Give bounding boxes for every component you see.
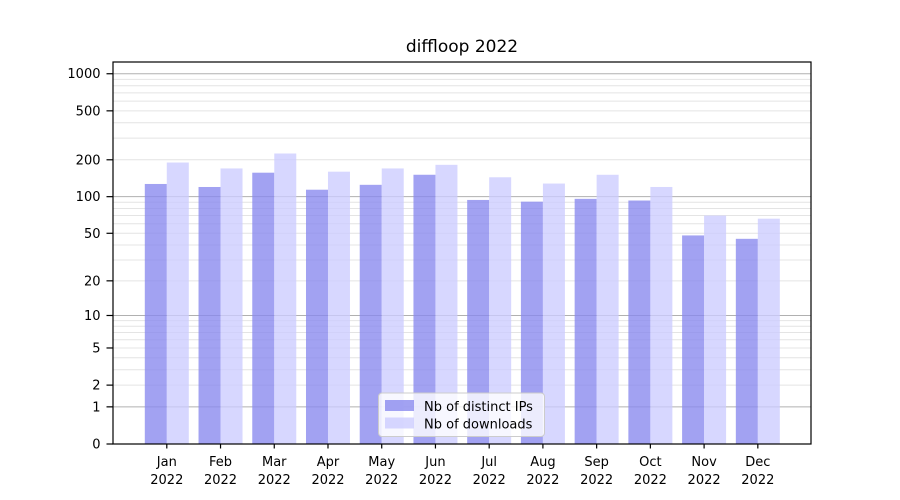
y-tick-label-200: 200 bbox=[76, 153, 101, 168]
bar-downloads-mar bbox=[274, 153, 297, 444]
bar-downloads-sep bbox=[596, 174, 619, 444]
y-tick-label-100: 100 bbox=[76, 190, 101, 205]
bar-distinct-ips-nov bbox=[682, 235, 705, 444]
y-tick-label-1: 1 bbox=[92, 400, 100, 415]
y-tick-label-2: 2 bbox=[92, 379, 100, 394]
bar-distinct-ips-mar bbox=[252, 172, 275, 444]
bar-distinct-ips-sep bbox=[574, 198, 597, 444]
axis-tick-labels: 0 1 2 5 10 20 50 100 200 500 1000 Jan 2022 Feb 2022 Mar… bbox=[67, 67, 774, 488]
bar-distinct-ips-jul bbox=[467, 199, 490, 444]
x-tick-label-month-dec: Dec bbox=[745, 455, 770, 470]
x-tick-label-month-feb: Feb bbox=[209, 455, 232, 470]
bar-downloads-apr bbox=[327, 171, 350, 445]
y-tick-label-10: 10 bbox=[84, 309, 101, 324]
x-tick-label-year-apr: 2022 bbox=[311, 473, 344, 488]
x-tick-label-month-jun: Jun bbox=[424, 455, 445, 470]
bar-downloads-jul bbox=[489, 177, 512, 445]
x-tick-label-year-may: 2022 bbox=[365, 473, 398, 488]
x-tick-label-month-nov: Nov bbox=[691, 455, 717, 470]
bar-downloads-dec bbox=[757, 218, 780, 444]
plot-border bbox=[112, 61, 812, 445]
x-tick-label-year-oct: 2022 bbox=[634, 473, 667, 488]
legend-label-downloads: Nb of downloads bbox=[424, 418, 533, 433]
x-tick-label-month-aug: Aug bbox=[530, 455, 555, 470]
bar-distinct-ips-aug bbox=[520, 201, 543, 444]
bar-distinct-ips-jan bbox=[144, 183, 167, 445]
bar-downloads-aug bbox=[542, 183, 565, 444]
bar-distinct-ips-oct bbox=[628, 200, 651, 444]
bar-downloads-oct bbox=[650, 186, 673, 444]
legend-swatch-distinct-ips bbox=[385, 400, 414, 411]
bar-downloads-feb bbox=[220, 168, 243, 444]
x-tick-label-year-dec: 2022 bbox=[741, 473, 774, 488]
bar-series bbox=[144, 153, 780, 445]
legend-swatch-downloads bbox=[385, 417, 414, 429]
bar-downloads-jun bbox=[435, 164, 458, 444]
bar-distinct-ips-may bbox=[359, 184, 382, 444]
y-tick-label-20: 20 bbox=[84, 274, 101, 289]
y-tick-label-0: 0 bbox=[92, 438, 100, 453]
y-tick-label-1000: 1000 bbox=[67, 67, 100, 82]
legend: Nb of distinct IPs Nb of downloads bbox=[378, 392, 545, 437]
x-tick-label-month-jan: Jan bbox=[156, 455, 177, 470]
x-tick-label-year-nov: 2022 bbox=[688, 473, 721, 488]
axis-tick-marks bbox=[106, 73, 759, 449]
bar-downloads-nov bbox=[704, 215, 727, 444]
bar-downloads-may bbox=[381, 168, 404, 444]
x-tick-label-year-jun: 2022 bbox=[419, 473, 452, 488]
y-tick-label-50: 50 bbox=[84, 227, 101, 242]
x-tick-label-year-feb: 2022 bbox=[204, 473, 237, 488]
bar-distinct-ips-apr bbox=[305, 189, 328, 444]
x-tick-label-month-mar: Mar bbox=[262, 455, 287, 470]
x-tick-label-month-sep: Sep bbox=[584, 455, 609, 470]
bar-downloads-jan bbox=[166, 162, 189, 444]
chart-title: diffloop 2022 bbox=[406, 37, 518, 57]
x-tick-label-year-jul: 2022 bbox=[473, 473, 506, 488]
x-tick-label-month-jul: Jul bbox=[480, 455, 497, 470]
bar-distinct-ips-jun bbox=[413, 174, 436, 444]
x-tick-label-year-aug: 2022 bbox=[526, 473, 559, 488]
bar-distinct-ips-dec bbox=[735, 238, 758, 444]
x-tick-label-year-mar: 2022 bbox=[258, 473, 291, 488]
x-tick-label-year-jan: 2022 bbox=[150, 473, 183, 488]
x-tick-label-month-apr: Apr bbox=[317, 455, 340, 470]
bar-distinct-ips-feb bbox=[198, 186, 221, 444]
x-tick-label-month-may: May bbox=[368, 455, 395, 470]
y-tick-label-5: 5 bbox=[92, 341, 100, 356]
y-tick-label-500: 500 bbox=[76, 104, 101, 119]
legend-label-distinct-ips: Nb of distinct IPs bbox=[424, 400, 533, 415]
x-tick-label-year-sep: 2022 bbox=[580, 473, 613, 488]
x-tick-label-month-oct: Oct bbox=[639, 455, 661, 470]
legend-box bbox=[378, 392, 545, 437]
